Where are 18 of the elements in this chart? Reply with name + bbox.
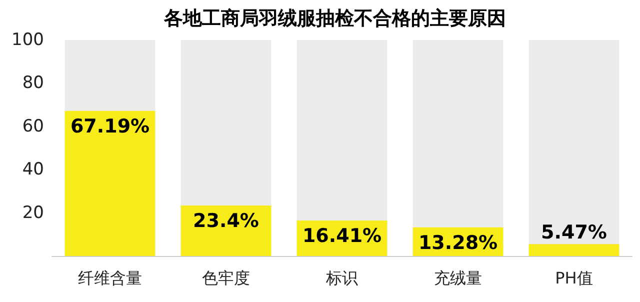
x-tick-label: 色牢度: [202, 268, 250, 288]
y-tick-label: 80: [22, 73, 44, 94]
x-tick-label: 纤维含量: [78, 268, 142, 288]
x-tick-label: 标识: [325, 268, 358, 288]
x-tick-label: 充绒量: [434, 268, 482, 288]
chart-title: 各地工商局羽绒服抽检不合格的主要原因: [163, 8, 506, 30]
bar: [528, 244, 620, 256]
data-label: 23.4%: [193, 210, 259, 232]
y-tick-label: 20: [22, 202, 44, 223]
bar: [180, 205, 272, 256]
y-tick-label: 40: [22, 160, 44, 180]
data-label: 5.47%: [541, 222, 607, 244]
data-label: 13.28%: [418, 232, 498, 254]
x-tick-label: PH值: [555, 268, 593, 288]
y-tick-label: 100: [12, 30, 44, 50]
data-label: 16.41%: [302, 225, 382, 248]
data-label: 67.19%: [70, 115, 150, 138]
y-tick-label: 60: [22, 116, 44, 136]
